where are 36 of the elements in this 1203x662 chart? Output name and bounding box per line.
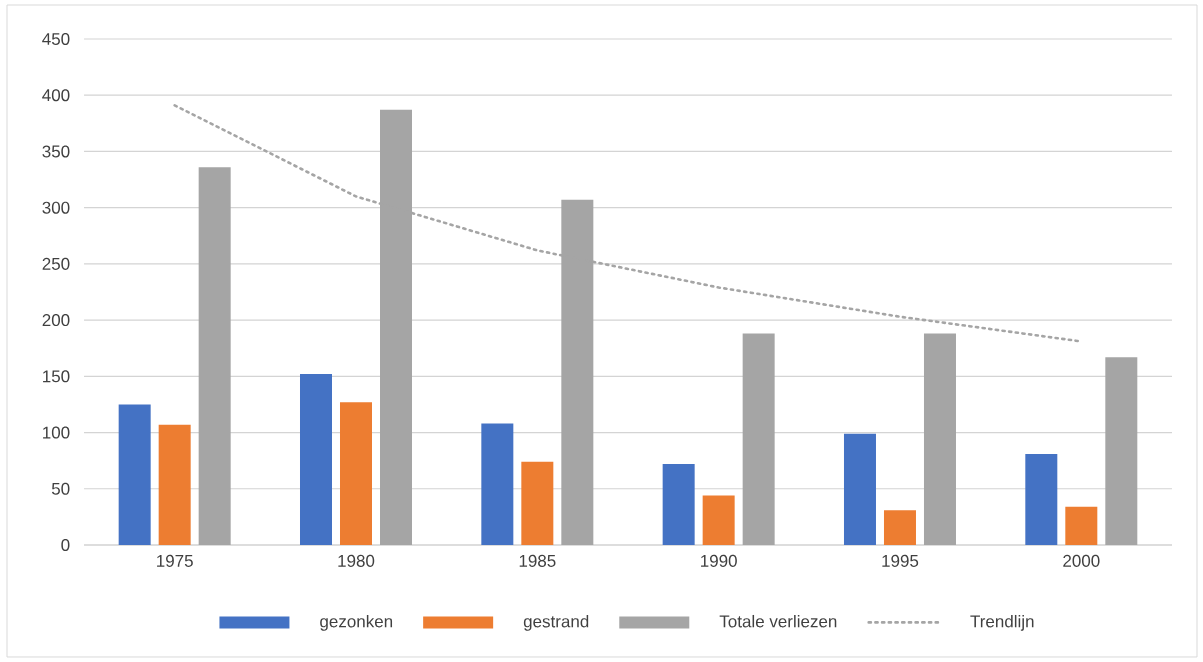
bar xyxy=(158,424,191,545)
y-tick-label: 50 xyxy=(51,482,70,495)
bar xyxy=(340,402,372,545)
y-tick-label: 400 xyxy=(42,89,70,102)
y-tick-label: 300 xyxy=(42,201,70,214)
bar xyxy=(1105,357,1138,545)
bar xyxy=(923,333,956,545)
legend-label: gezonken xyxy=(320,614,393,631)
y-tick-label: 350 xyxy=(42,145,70,158)
bar xyxy=(1065,506,1098,545)
y-tick-label: 100 xyxy=(43,426,70,439)
bar xyxy=(702,495,735,545)
x-tick-label: 2000 xyxy=(1063,554,1100,567)
y-tick-label: 250 xyxy=(42,257,70,270)
bar xyxy=(118,404,151,545)
x-tick-label: 1975 xyxy=(157,554,193,567)
bar xyxy=(521,461,554,545)
bar xyxy=(742,333,775,545)
bar xyxy=(843,433,876,545)
bar xyxy=(883,510,916,545)
x-tick-label: 1985 xyxy=(519,554,556,567)
bar xyxy=(1025,453,1058,545)
y-tick-label: 450 xyxy=(42,32,70,46)
bar xyxy=(662,464,695,545)
legend-label: gestrand xyxy=(523,614,589,631)
bar xyxy=(300,374,332,545)
y-tick-label: 200 xyxy=(42,314,70,327)
x-tick-label: 1995 xyxy=(882,554,919,567)
legend-label: Totale verliezen xyxy=(719,614,837,628)
bar xyxy=(481,423,514,545)
bar xyxy=(198,167,231,545)
x-tick-label: 1990 xyxy=(701,554,737,567)
x-tick-label: 1980 xyxy=(338,554,375,567)
legend-label: Trendlijn xyxy=(970,614,1034,631)
y-tick-label: 150 xyxy=(43,370,70,383)
y-tick-label: 0 xyxy=(61,538,70,552)
